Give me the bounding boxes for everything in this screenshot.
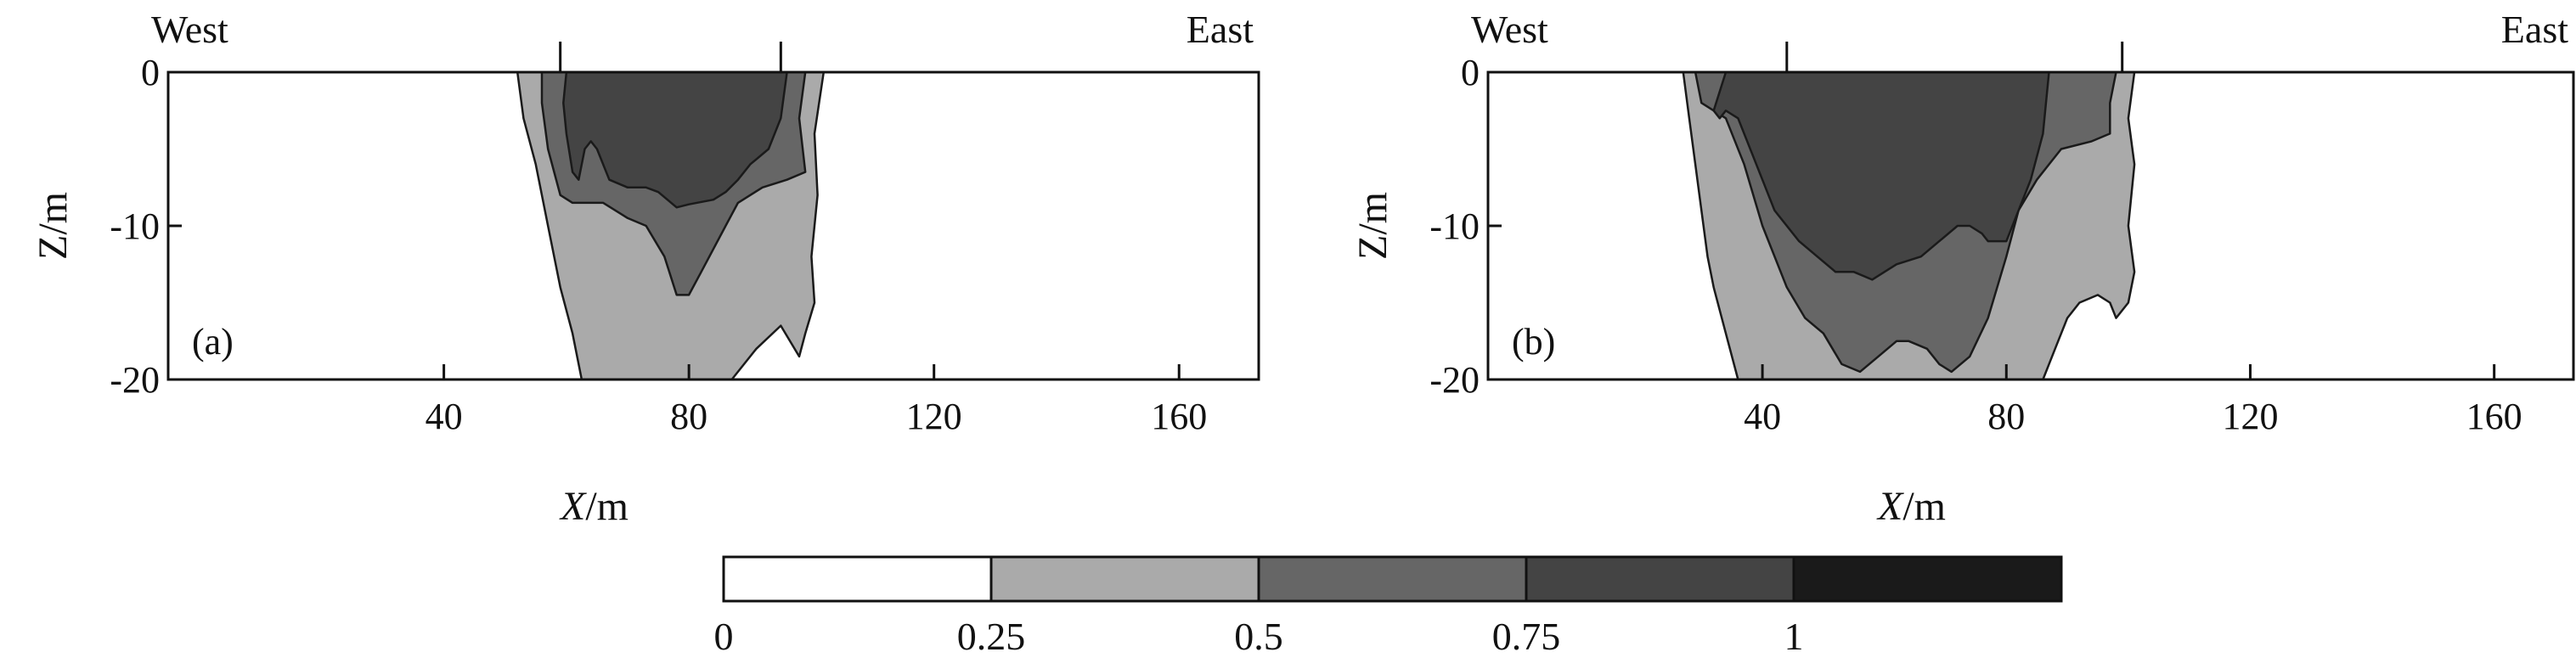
panel-a-y-axis-title: Z/m [31,192,76,260]
panel-a-contour-region-3 [562,70,788,209]
panel-a-y-tick-label-1: -10 [110,205,160,247]
panel-a-x-tick-label-1: 80 [670,396,707,437]
panel-b-contour-region-3 [1712,70,2050,281]
panel-b-x-axis-title: X/m [1876,484,1946,529]
panel-b-y-tick-label-1: -10 [1429,205,1480,247]
panel-b-x-axis-title-unit: /m [1902,484,1946,529]
panel-b-east-label: East [2501,8,2568,51]
panel-b-x-axis-title-italic: X [1876,484,1904,529]
panel-b-x-tick-label-1: 80 [1987,396,2025,437]
colorbar-tick-label-1: 0.25 [957,615,1026,658]
colorbar-tick-label-2: 0.5 [1234,615,1283,658]
panel-b-x-tick-label-3: 160 [2466,396,2522,437]
panel-a-x-tick-label-2: 120 [906,396,962,437]
colorbar-segment-3 [1525,555,1795,603]
panel-a-x-tick-label-3: 160 [1151,396,1207,437]
colorbar-segment-0 [722,555,993,603]
panel-b-y-tick-label-2: -20 [1429,359,1480,401]
colorbar-tick-label-0: 0 [714,615,734,658]
panel-b-x-tick-label-0: 40 [1744,396,1781,437]
panel-a-panel-label: (a) [192,321,234,363]
chart-panel-a: 40 80 120 160 0 -10 -20 West East (a) Z/m X/m [31,8,1260,529]
colorbar-segment-1 [989,555,1260,603]
panel-a-west-label: West [151,8,228,51]
colorbar-segment-2 [1257,555,1528,603]
panel-a-x-axis-title-unit: /m [585,484,628,529]
panel-b-west-label: West [1471,8,1548,51]
panel-b-y-axis-title: Z/m [1350,192,1395,260]
panel-a-x-tick-label-0: 40 [426,396,463,437]
panel-a-y-tick-label-2: -20 [110,359,160,401]
chart-panel-b: 40 80 120 160 0 -10 -20 West East (b) Z/m X/m [1350,8,2575,529]
colorbar-segment-4 [1792,555,2063,603]
panel-a-east-label: East [1187,8,1254,51]
colorbar: 0 0.25 0.5 0.75 1 [714,555,2063,658]
colorbar-tick-label-3: 0.75 [1492,615,1561,658]
panel-b-y-tick-label-0: 0 [1461,52,1480,93]
panel-b-x-tick-label-2: 120 [2222,396,2278,437]
panel-a-y-tick-label-0: 0 [141,52,160,93]
panel-b-panel-label: (b) [1512,321,1555,363]
panel-a-x-axis-title-italic: X [559,484,587,529]
panel-a-x-axis-title: X/m [559,484,628,529]
colorbar-tick-label-4: 1 [1784,615,1804,658]
